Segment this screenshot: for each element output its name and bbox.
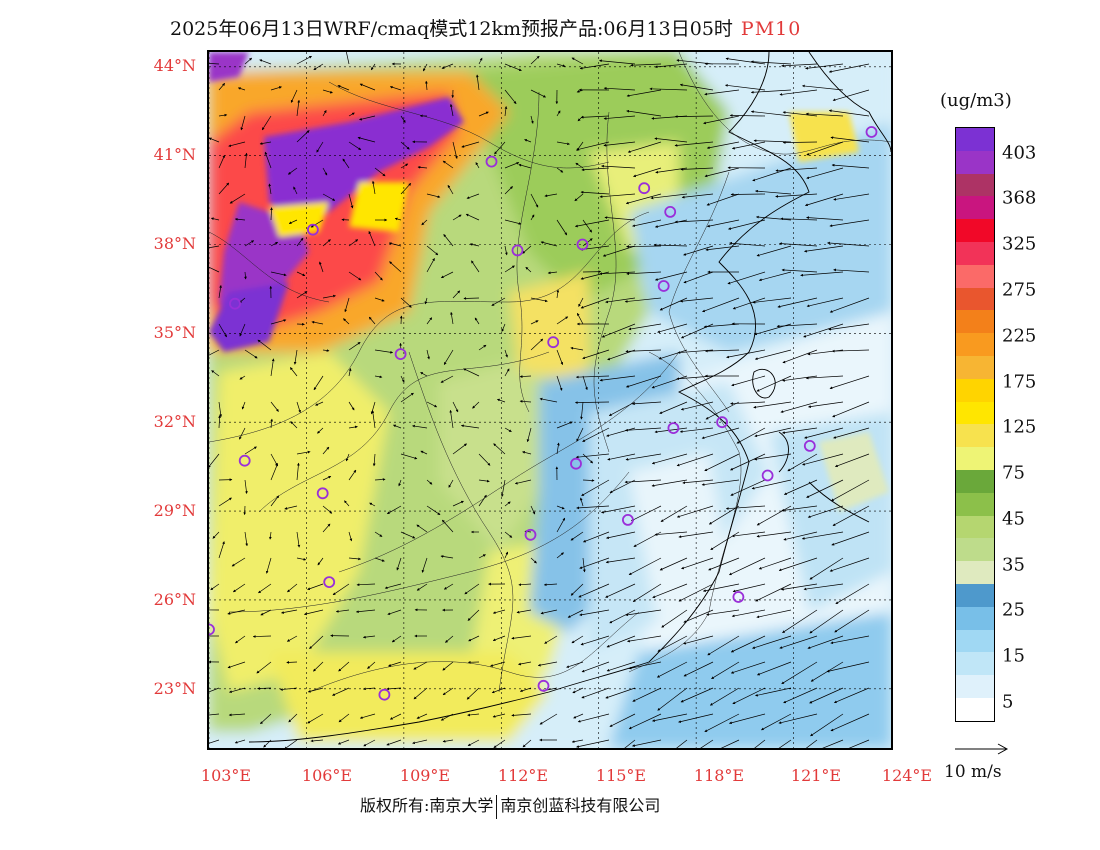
city-marker [576, 238, 589, 251]
legend-label-45: 45 [1002, 508, 1025, 530]
city-marker [378, 688, 391, 701]
lat-label-23n: 23°N [153, 679, 196, 698]
city-marker [732, 591, 745, 603]
legend-label-75: 75 [1002, 462, 1025, 484]
colorbar-segment [956, 629, 994, 653]
colorbar-segment [956, 150, 994, 174]
city-marker [865, 126, 878, 138]
lon-label-106e: 106°E [301, 766, 353, 785]
city-marker [570, 457, 582, 470]
legend-label-125: 125 [1002, 416, 1037, 438]
colorbar-segment [956, 447, 994, 470]
colorbar-segment [956, 652, 994, 676]
colorbar-segment [956, 264, 994, 288]
colorbar-segment [956, 675, 994, 698]
legend-label-175: 175 [1002, 371, 1037, 393]
colorbar-segment [956, 241, 994, 265]
colorbar-segment [956, 401, 994, 425]
city-marker [238, 454, 251, 467]
legend-label-225: 225 [1002, 325, 1037, 347]
colorbar-segment [956, 219, 994, 242]
map-title: 2025年06月13日WRF/cmaq模式12km预报产品:06月13日05时 P… [170, 14, 801, 41]
city-marker [638, 182, 651, 195]
lat-label-35n: 35°N [153, 323, 196, 342]
colorbar-segment [956, 196, 994, 220]
legend-label-275: 275 [1002, 279, 1037, 301]
legend-label-25: 25 [1002, 599, 1025, 621]
forecast-map [207, 50, 893, 750]
city-marker [537, 679, 550, 692]
lat-label-32n: 32°N [153, 412, 196, 431]
lat-label-38n: 38°N [153, 234, 196, 253]
lon-label-103e: 103°E [200, 766, 252, 785]
colorbar-segment [956, 424, 994, 448]
colorbar-segment [956, 469, 994, 493]
city-marker [524, 528, 537, 541]
colorbar-segment [956, 492, 994, 516]
city-marker [621, 513, 634, 526]
city-marker [307, 223, 319, 236]
lat-label-26n: 26°N [153, 590, 196, 609]
lon-label-118e: 118°E [693, 766, 745, 785]
wind-reference-label: 10 m/s [944, 762, 1002, 782]
city-marker [716, 416, 728, 429]
lon-label-115e: 115°E [595, 766, 647, 785]
colorbar-segment [956, 561, 994, 584]
colorbar-segment [956, 538, 994, 562]
colorbar-segment [956, 515, 994, 539]
copyright-right: 南京创蓝科技有限公司 [500, 796, 661, 815]
city-marker [547, 336, 560, 349]
city-marker [323, 576, 336, 588]
city-marker [657, 280, 670, 292]
legend-label-368: 368 [1002, 187, 1037, 209]
city-marker [316, 487, 329, 500]
legend-label-5: 5 [1002, 691, 1014, 713]
city-marker [394, 348, 407, 361]
city-marker [803, 439, 816, 452]
pm10-map-canvas [209, 52, 891, 748]
city-marker [209, 623, 215, 636]
city-marker [664, 205, 677, 218]
colorbar-segment [956, 128, 994, 151]
colorbar-segment [956, 606, 994, 630]
city-marker [229, 297, 241, 310]
lon-label-121e: 121°E [790, 766, 842, 785]
title-text: 2025年06月13日WRF/cmaq模式12km预报产品:06月13日05时 [170, 18, 733, 40]
lon-label-124e: 124°E [881, 766, 933, 785]
copyright-left: 版权所有:南京大学 [360, 796, 494, 815]
colorbar-segment [956, 697, 994, 721]
city-marker [667, 422, 680, 435]
legend-unit: (ug/m3) [940, 90, 1012, 111]
legend-label-403: 403 [1002, 142, 1037, 164]
footer-separator [496, 794, 498, 819]
wind-reference-arrow [955, 743, 1009, 755]
colorbar-segment [956, 173, 994, 197]
colorbar-segment [956, 333, 994, 356]
colorbar-segment [956, 310, 994, 334]
legend-label-15: 15 [1002, 645, 1025, 667]
pm10-colorbar [955, 127, 995, 722]
lat-label-44n: 44°N [153, 56, 196, 75]
city-marker [485, 155, 498, 168]
colorbar-segment [956, 355, 994, 379]
colorbar-segment [956, 583, 994, 607]
colorbar-segment [956, 378, 994, 402]
lat-label-41n: 41°N [153, 145, 196, 164]
variable-name: PM10 [740, 18, 802, 40]
legend-label-35: 35 [1002, 554, 1025, 576]
colorbar-segment [956, 287, 994, 311]
city-marker [511, 244, 524, 257]
city-marker [761, 469, 774, 482]
lat-label-29n: 29°N [153, 501, 196, 520]
lon-label-109e: 109°E [399, 766, 451, 785]
lon-label-112e: 112°E [497, 766, 549, 785]
legend-label-325: 325 [1002, 233, 1037, 255]
copyright-footer: 版权所有:南京大学 南京创蓝科技有限公司 [360, 792, 660, 819]
